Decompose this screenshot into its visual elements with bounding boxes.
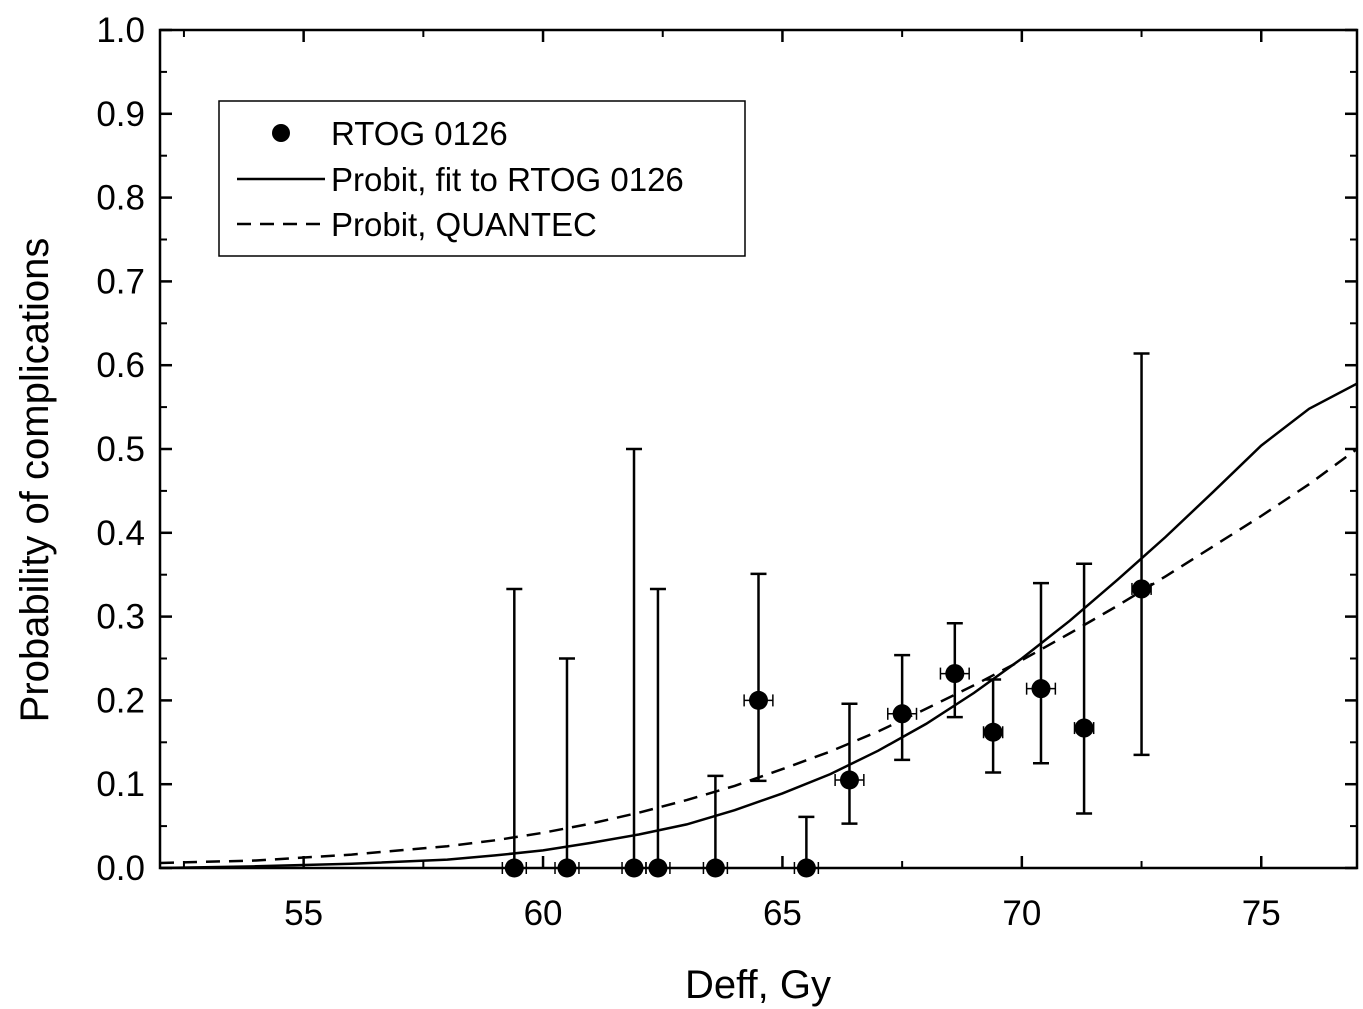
data-point (1132, 579, 1152, 599)
y-tick-label: 0.8 (96, 179, 145, 218)
data-point-group (501, 587, 528, 878)
data-point (892, 704, 912, 724)
x-tick-label: 75 (1242, 894, 1281, 933)
data-point-group (939, 622, 970, 719)
legend-label-quantec: Probit, QUANTEC (331, 206, 597, 243)
data-point (839, 770, 859, 790)
data-point (945, 664, 965, 684)
data-point-group (887, 653, 918, 762)
data-point-group (621, 447, 647, 878)
data-point (1074, 718, 1094, 738)
data-point-group (702, 774, 729, 878)
y-tick-label: 0.6 (96, 346, 145, 385)
y-tick-label: 0.0 (96, 849, 145, 888)
y-tick-label: 0.1 (96, 765, 145, 804)
legend: RTOG 0126 Probit, fit to RTOG 0126 Probi… (218, 100, 746, 257)
data-point-group (1073, 562, 1095, 815)
y-tick-label: 0.5 (96, 430, 145, 469)
legend-label-probit-fit: Probit, fit to RTOG 0126 (331, 161, 684, 198)
x-tick-label: 65 (763, 894, 802, 933)
data-point-group (1025, 581, 1057, 765)
data-point (1031, 679, 1051, 699)
data-point-group (743, 572, 774, 783)
y-tick-label: 1.0 (96, 11, 145, 50)
data-point (983, 722, 1003, 742)
data-point-group (1131, 352, 1152, 757)
y-tick-label: 0.4 (96, 514, 145, 553)
plot-area (160, 352, 1357, 878)
quantec-curve (160, 447, 1357, 865)
data-point-group (645, 587, 671, 878)
legend-label-rtog: RTOG 0126 (331, 115, 508, 152)
y-tick-label: 0.2 (96, 681, 145, 720)
data-point-group (834, 702, 865, 825)
data-point-group (982, 678, 1004, 774)
probit-fit-curve (160, 382, 1357, 868)
axes: 55 60 65 70 75 0.0 0.1 0.2 0.3 0.4 0.5 0.6 0.7 0.8 0.9… (96, 11, 1359, 933)
y-tick-label: 0.7 (96, 262, 145, 301)
y-tick-label: 0.3 (96, 598, 145, 637)
legend-marker-rtog (272, 124, 290, 142)
y-tick-label: 0.9 (96, 95, 145, 134)
data-point (749, 690, 768, 710)
x-axis-title: Deff, Gy (685, 963, 831, 1007)
x-tick-label: 70 (1002, 894, 1041, 933)
x-tick-label: 55 (284, 894, 323, 933)
x-tick-label: 60 (524, 894, 563, 933)
y-axis-title: Probability of complications (13, 238, 57, 723)
